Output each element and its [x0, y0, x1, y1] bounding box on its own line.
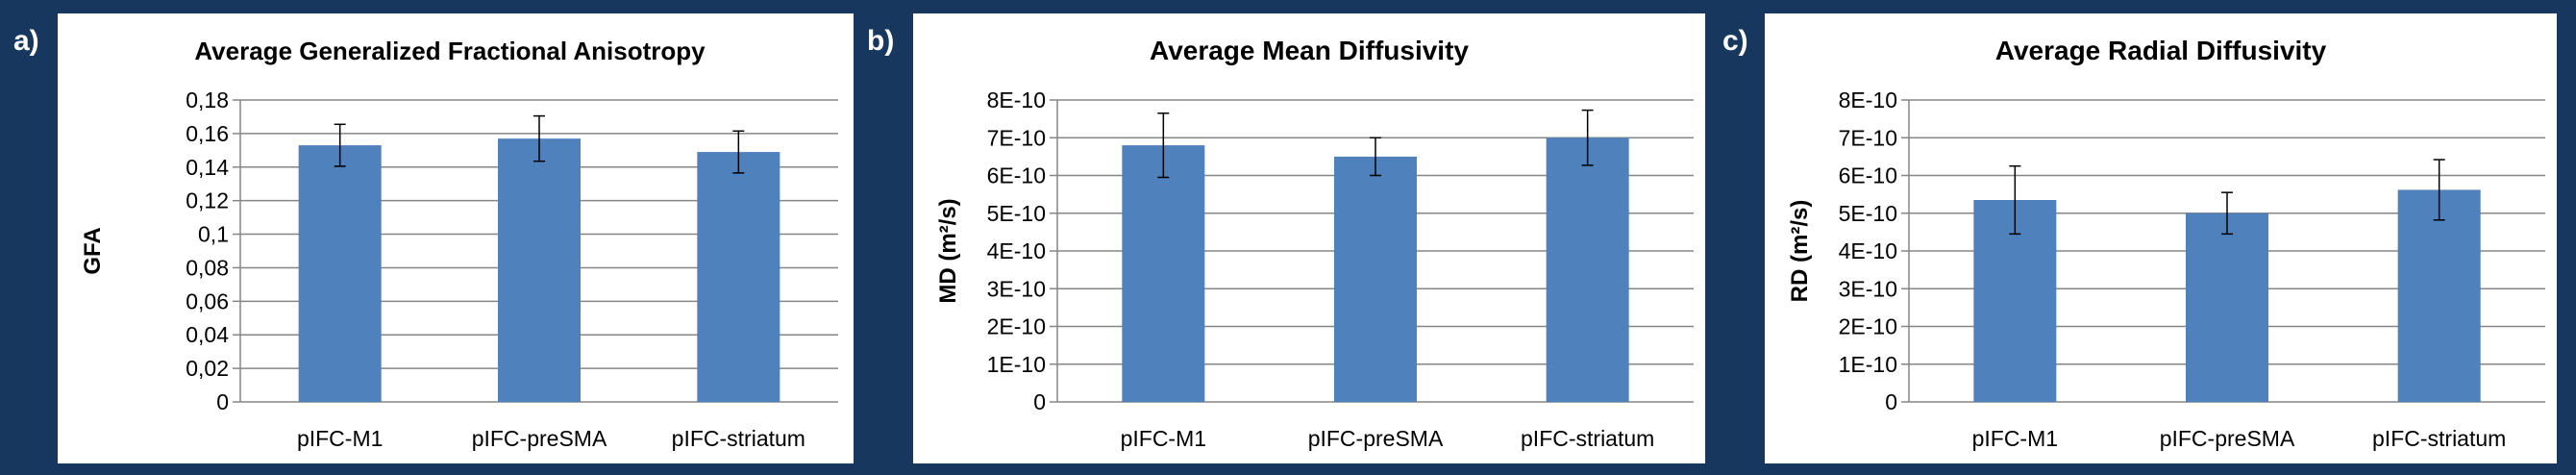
- bar: [298, 145, 382, 402]
- y-tick-label: 6E-10: [1839, 163, 1897, 188]
- x-category-label: pIFC-M1: [1121, 426, 1206, 451]
- y-tick-label: 0,12: [186, 188, 229, 213]
- y-tick-label: 8E-10: [1839, 88, 1897, 112]
- y-tick-label: 2E-10: [987, 314, 1046, 339]
- y-tick-label: 1E-10: [987, 352, 1046, 377]
- y-tick-label: 7E-10: [1839, 125, 1897, 150]
- y-tick-label: 0,14: [186, 155, 229, 180]
- y-tick-label: 2E-10: [1839, 314, 1897, 339]
- x-category-label: pIFC-preSMA: [472, 426, 607, 451]
- y-tick-label: 3E-10: [987, 276, 1046, 301]
- panel-label-a: a): [13, 25, 39, 57]
- y-axis-title: GFA: [80, 227, 106, 274]
- chart-gfa: Average Generalized Fractional Anisotrop…: [80, 37, 838, 451]
- x-category-label: pIFC-M1: [297, 426, 383, 451]
- y-tick-label: 5E-10: [1839, 201, 1897, 226]
- panel-label-b: b): [867, 25, 895, 57]
- bar: [2397, 189, 2481, 402]
- chart-rd: Average Radial Diffusivity 0 1E-10 2E-10 3E-…: [1787, 36, 2545, 451]
- chart-title: Average Mean Diffusivity: [1150, 36, 1469, 65]
- panel-label-c: c): [1722, 25, 1748, 57]
- chart-panel-c: Average Radial Diffusivity 0 1E-10 2E-10 3E-…: [1765, 13, 2557, 463]
- y-tick-label: 0,06: [186, 288, 229, 313]
- bar: [2186, 212, 2268, 402]
- chart-md: Average Mean Diffusivity 0 1E-10 2E-10 3E-10…: [935, 36, 1694, 451]
- x-category-label: pIFC-M1: [1972, 426, 2058, 451]
- y-tick-label: 7E-10: [987, 125, 1046, 150]
- bar: [697, 152, 780, 403]
- x-category-label: pIFC-preSMA: [2160, 426, 2295, 451]
- y-tick-label: 0,16: [186, 121, 229, 146]
- y-tick-label: 0: [216, 389, 229, 414]
- y-tick-label: 4E-10: [1839, 238, 1897, 263]
- bar: [1334, 156, 1417, 402]
- chart-title: Average Radial Diffusivity: [1995, 36, 2327, 65]
- bar: [498, 138, 581, 402]
- y-tick-label: 0,08: [186, 255, 229, 280]
- y-tick-label: 1E-10: [1839, 352, 1897, 377]
- bar: [1546, 138, 1629, 402]
- x-category-label: pIFC-striatum: [2372, 426, 2506, 451]
- x-category-label: pIFC-preSMA: [1308, 426, 1444, 451]
- y-tick-label: 8E-10: [987, 88, 1046, 112]
- y-tick-label: 0,1: [198, 222, 229, 247]
- y-axis-title: RD (m²/s): [1787, 200, 1813, 303]
- y-tick-label: 0: [1885, 389, 1897, 414]
- chart-panel-b: Average Mean Diffusivity 0 1E-10 2E-10 3E-10…: [913, 13, 1705, 463]
- y-tick-label: 4E-10: [987, 238, 1046, 263]
- y-tick-label: 5E-10: [987, 201, 1046, 226]
- x-category-label: pIFC-striatum: [1521, 426, 1654, 451]
- y-tick-label: 6E-10: [987, 163, 1046, 188]
- x-category-label: pIFC-striatum: [672, 426, 805, 451]
- bar: [1122, 145, 1205, 402]
- y-tick-label: 0: [1033, 389, 1046, 414]
- y-tick-label: 0,18: [186, 88, 229, 112]
- y-tick-label: 0,04: [186, 322, 229, 347]
- y-tick-label: 3E-10: [1839, 276, 1897, 301]
- chart-title: Average Generalized Fractional Anisotrop…: [194, 37, 706, 65]
- chart-panel-a: Average Generalized Fractional Anisotrop…: [58, 13, 854, 463]
- y-axis-title: MD (m²/s): [935, 198, 961, 303]
- y-tick-label: 0,02: [186, 356, 229, 381]
